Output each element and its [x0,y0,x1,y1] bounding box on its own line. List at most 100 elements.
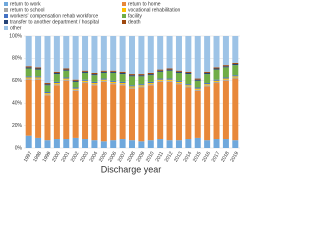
bar-segment [204,83,211,85]
legend-swatch [4,8,8,12]
x-tick-label: 2011 [154,150,165,163]
x-tick-label: 2002 [70,150,81,163]
bar-segment [44,92,51,94]
bar-segment [232,64,239,66]
bar-segment [44,140,51,148]
bar-segment [128,75,136,77]
bar-segment [119,85,126,140]
bar-segment [72,88,79,90]
x-tick-label: 1998 [32,150,43,163]
bar-segment [110,70,117,72]
legend-swatch [4,14,8,18]
bar-segment [110,83,117,85]
x-tick-label: 2018 [220,150,231,163]
x-tick-label: 2005 [98,150,109,163]
bar-segment [53,84,60,86]
bar-segment [147,140,154,148]
legend-swatch [122,14,126,18]
bar-segment [25,76,32,78]
bar-segment [72,89,79,91]
bar-segment [204,74,211,84]
bar-segment [63,69,70,71]
legend-label: return to work [10,1,41,7]
bar-segment [175,72,182,81]
bar-segment [25,68,32,77]
legend-label: death [128,19,141,25]
bar-segment [166,68,173,70]
bar-segment [128,87,136,89]
bar-segment [185,74,192,85]
bar-segment [44,85,51,92]
bar-segment [82,72,89,80]
bar-segment [147,74,154,76]
y-tick-label: 40% [12,101,23,107]
bar-segment [157,80,164,82]
bar-segment [25,78,32,80]
bar-segment [35,67,42,69]
bar-segment [91,84,98,86]
bar-segment [157,36,164,70]
bar-segment [63,36,70,69]
bar-segment [232,36,239,63]
bar-segment [185,84,192,86]
bar-segment [232,65,239,76]
bar-segment [222,78,229,80]
bar-segment [82,139,89,148]
bar-segment [185,71,192,73]
bar-segment [185,85,192,87]
bar-segment [72,80,79,82]
bar-segment [110,81,117,84]
bar-segment [82,71,89,73]
legend-label: workers' compensation rehab workforce [10,13,98,19]
bar-segment [128,76,136,86]
bar-segment [91,83,98,85]
bar-segment [175,81,182,84]
bar-segment [213,81,220,84]
bar-segment [128,85,136,87]
bar-segment [194,87,201,89]
bar-segment [35,79,42,138]
bar-segment [72,36,79,80]
bar-segment [44,94,51,96]
x-tick-label: 2012 [164,150,175,163]
bar-segment [119,139,126,148]
bar-segment [25,36,32,67]
x-tick-label: 2003 [79,150,90,163]
bar-segment [232,76,239,78]
x-tick-label: 2016 [201,150,212,163]
bar-segment [82,70,89,72]
bar-segment [138,74,145,76]
legend-swatch [122,2,126,6]
x-tick-label: 2004 [89,150,100,163]
legend-swatch [4,26,8,30]
chart: Discharge year return to work return to h… [4,1,240,174]
bar-segment [128,36,136,75]
bar-segment [119,36,126,72]
bar-segment [166,70,173,79]
bar-segment [147,83,154,85]
bar-segment [175,80,182,82]
bar-segment [222,67,229,78]
bar-segment [147,84,154,86]
bar-segment [232,78,239,141]
bar-segment [53,83,60,85]
bar-segment [175,83,182,85]
bar-segment [25,135,32,148]
bar-segment [128,140,136,148]
bar-segment [204,140,211,148]
bar-segment [82,80,89,82]
x-tick-label: 2010 [145,150,156,163]
bar-segment [63,70,70,78]
bar-segment [194,36,201,79]
bar-segment [157,71,164,79]
bar-segment [138,141,145,148]
bar-segment [35,77,42,79]
bar-segment [232,140,239,148]
bar-segment [25,67,32,69]
bar-segment [35,76,42,78]
bar-segment [222,66,229,68]
bar-segment [35,68,42,70]
bar-segment [213,67,220,69]
bar-segment [157,78,164,80]
bar-segment [100,72,107,79]
